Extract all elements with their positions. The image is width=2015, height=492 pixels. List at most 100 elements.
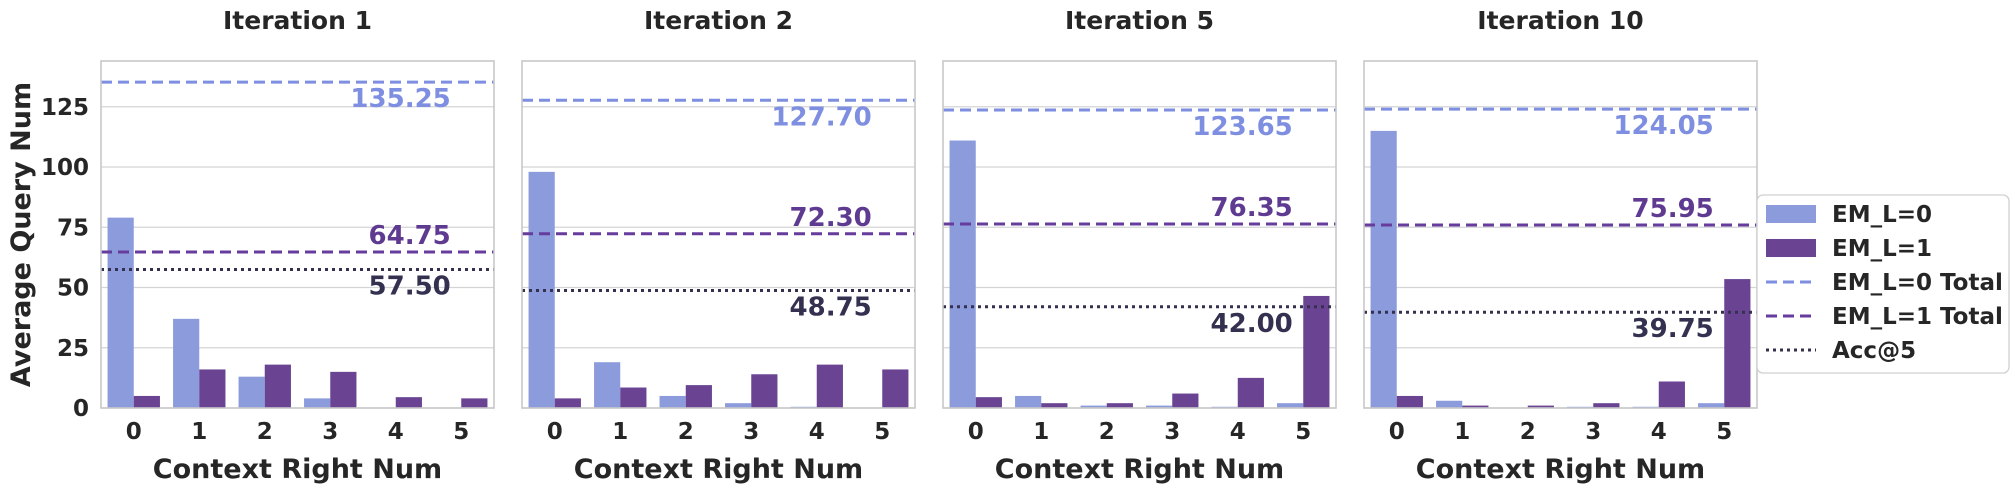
x-tick-label: 3 <box>743 419 759 445</box>
bar-em1-0 <box>133 395 160 408</box>
x-tick-label: 0 <box>547 419 563 445</box>
bar-em1-5 <box>882 369 909 408</box>
x-tick-label: 0 <box>1389 419 1405 445</box>
y-tick-label: 75 <box>57 215 89 241</box>
x-tick-label: 5 <box>1716 419 1732 445</box>
bar-em1-0 <box>1396 395 1423 408</box>
legend: EM_L=0 EM_L=1 EM_L=0 Total EM_L=1 Total Acc@… <box>1756 194 2010 374</box>
hline-label-em1-total: 72.30 <box>790 203 872 233</box>
legend-swatch <box>1766 205 1816 223</box>
y-tick-label: 0 <box>73 396 89 422</box>
y-tick-label: 100 <box>41 155 89 181</box>
hline-label-em1-total: 75.95 <box>1632 194 1714 224</box>
bar-em0-3 <box>1146 405 1173 408</box>
legend-label: EM_L=0 <box>1832 202 1932 228</box>
hline-label-em1-total: 64.75 <box>369 221 451 251</box>
x-tick-label: 1 <box>191 419 207 445</box>
hline-label-em0-total: 135.25 <box>350 84 450 114</box>
legend-item: EM_L=0 Total <box>1766 270 2003 296</box>
bar-em1-4 <box>1237 377 1264 408</box>
bar-em1-2 <box>264 364 291 408</box>
bar-em1-4 <box>816 364 843 408</box>
x-tick-label: 4 <box>1651 419 1667 445</box>
legend-item: EM_L=1 Total <box>1766 304 2003 330</box>
x-axis-label: Context Right Num <box>1416 454 1705 485</box>
bar-em0-0 <box>949 140 976 409</box>
bar-em1-5 <box>1724 279 1751 408</box>
x-tick-label: 2 <box>678 419 694 445</box>
bar-em1-5 <box>1303 295 1330 408</box>
hline-label-em0-total: 127.70 <box>771 102 871 132</box>
legend-label: EM_L=1 <box>1832 236 1932 262</box>
panel-title: Iteration 1 <box>223 6 372 35</box>
x-axis-label: Context Right Num <box>574 454 863 485</box>
bar-em0-2 <box>659 395 686 408</box>
x-tick-label: 2 <box>1520 419 1536 445</box>
bar-em1-5 <box>461 398 488 408</box>
x-tick-label: 0 <box>968 419 984 445</box>
legend-swatch <box>1766 239 1816 257</box>
legend-item: EM_L=0 <box>1766 202 1932 228</box>
bar-em1-2 <box>1106 403 1133 408</box>
y-tick-label: 50 <box>57 276 89 302</box>
bar-em1-2 <box>1527 405 1554 408</box>
bar-em1-3 <box>751 374 778 408</box>
legend-item: Acc@5 <box>1766 338 1916 364</box>
x-tick-label: 5 <box>874 419 890 445</box>
bar-em1-0 <box>554 398 581 408</box>
x-tick-label: 0 <box>126 419 142 445</box>
panel-3: 123.65 76.35 42.00 0 1 2 3 4 5 Context Right Num I… <box>942 6 1337 485</box>
bar-em0-1 <box>594 362 621 408</box>
hline-label-em1-total: 76.35 <box>1211 193 1293 223</box>
panel-frame <box>100 60 495 409</box>
panel-title: Iteration 2 <box>644 6 793 35</box>
hline-label-acc5: 39.75 <box>1632 314 1714 344</box>
y-tick-label: 125 <box>41 95 89 121</box>
hline-label-acc5: 48.75 <box>790 293 872 323</box>
panel-2: 127.70 72.30 48.75 0 1 2 3 4 5 Context Right Num I… <box>521 6 916 485</box>
legend-item: EM_L=1 <box>1766 236 1932 262</box>
x-tick-label: 2 <box>257 419 273 445</box>
bar-em1-3 <box>1172 393 1199 408</box>
y-tick-label: 25 <box>57 336 89 362</box>
y-axis-label: Average Query Num <box>6 82 37 387</box>
bar-em0-3 <box>725 403 752 408</box>
panel-frame <box>521 60 916 409</box>
bar-em0-2 <box>238 376 265 408</box>
bar-em0-3 <box>304 398 331 408</box>
x-tick-label: 5 <box>453 419 469 445</box>
bar-em0-0 <box>107 217 134 408</box>
bar-em1-3 <box>1593 403 1620 408</box>
bar-em1-1 <box>199 369 226 408</box>
panel-title: Iteration 5 <box>1065 6 1214 35</box>
bar-em0-1 <box>1015 395 1042 408</box>
panel-title: Iteration 10 <box>1477 6 1643 35</box>
x-tick-label: 4 <box>388 419 404 445</box>
bar-em1-0 <box>975 397 1002 408</box>
bar-em1-2 <box>685 385 712 408</box>
panel-frame <box>942 60 1337 409</box>
x-tick-label: 1 <box>612 419 628 445</box>
x-tick-label: 2 <box>1099 419 1115 445</box>
bar-em0-1 <box>1436 400 1463 408</box>
x-tick-label: 4 <box>809 419 825 445</box>
bar-em1-3 <box>330 371 357 408</box>
x-tick-label: 5 <box>1295 419 1311 445</box>
bar-em1-4 <box>1658 381 1685 408</box>
legend-label: EM_L=0 Total <box>1832 270 2003 296</box>
bar-em0-5 <box>1698 403 1725 408</box>
legend-label: EM_L=1 Total <box>1832 304 2003 330</box>
panel-4: 124.05 75.95 39.75 0 1 2 3 4 5 Context Right Num I… <box>1363 6 1758 485</box>
hline-label-acc5: 57.50 <box>369 271 451 301</box>
x-axis-label: Context Right Num <box>995 454 1284 485</box>
x-tick-label: 1 <box>1033 419 1049 445</box>
hline-label-em0-total: 124.05 <box>1613 111 1713 141</box>
x-tick-label: 1 <box>1454 419 1470 445</box>
hline-label-acc5: 42.00 <box>1211 309 1293 339</box>
bar-em1-1 <box>620 387 647 408</box>
x-tick-label: 3 <box>322 419 338 445</box>
x-axis-label: Context Right Num <box>153 454 442 485</box>
